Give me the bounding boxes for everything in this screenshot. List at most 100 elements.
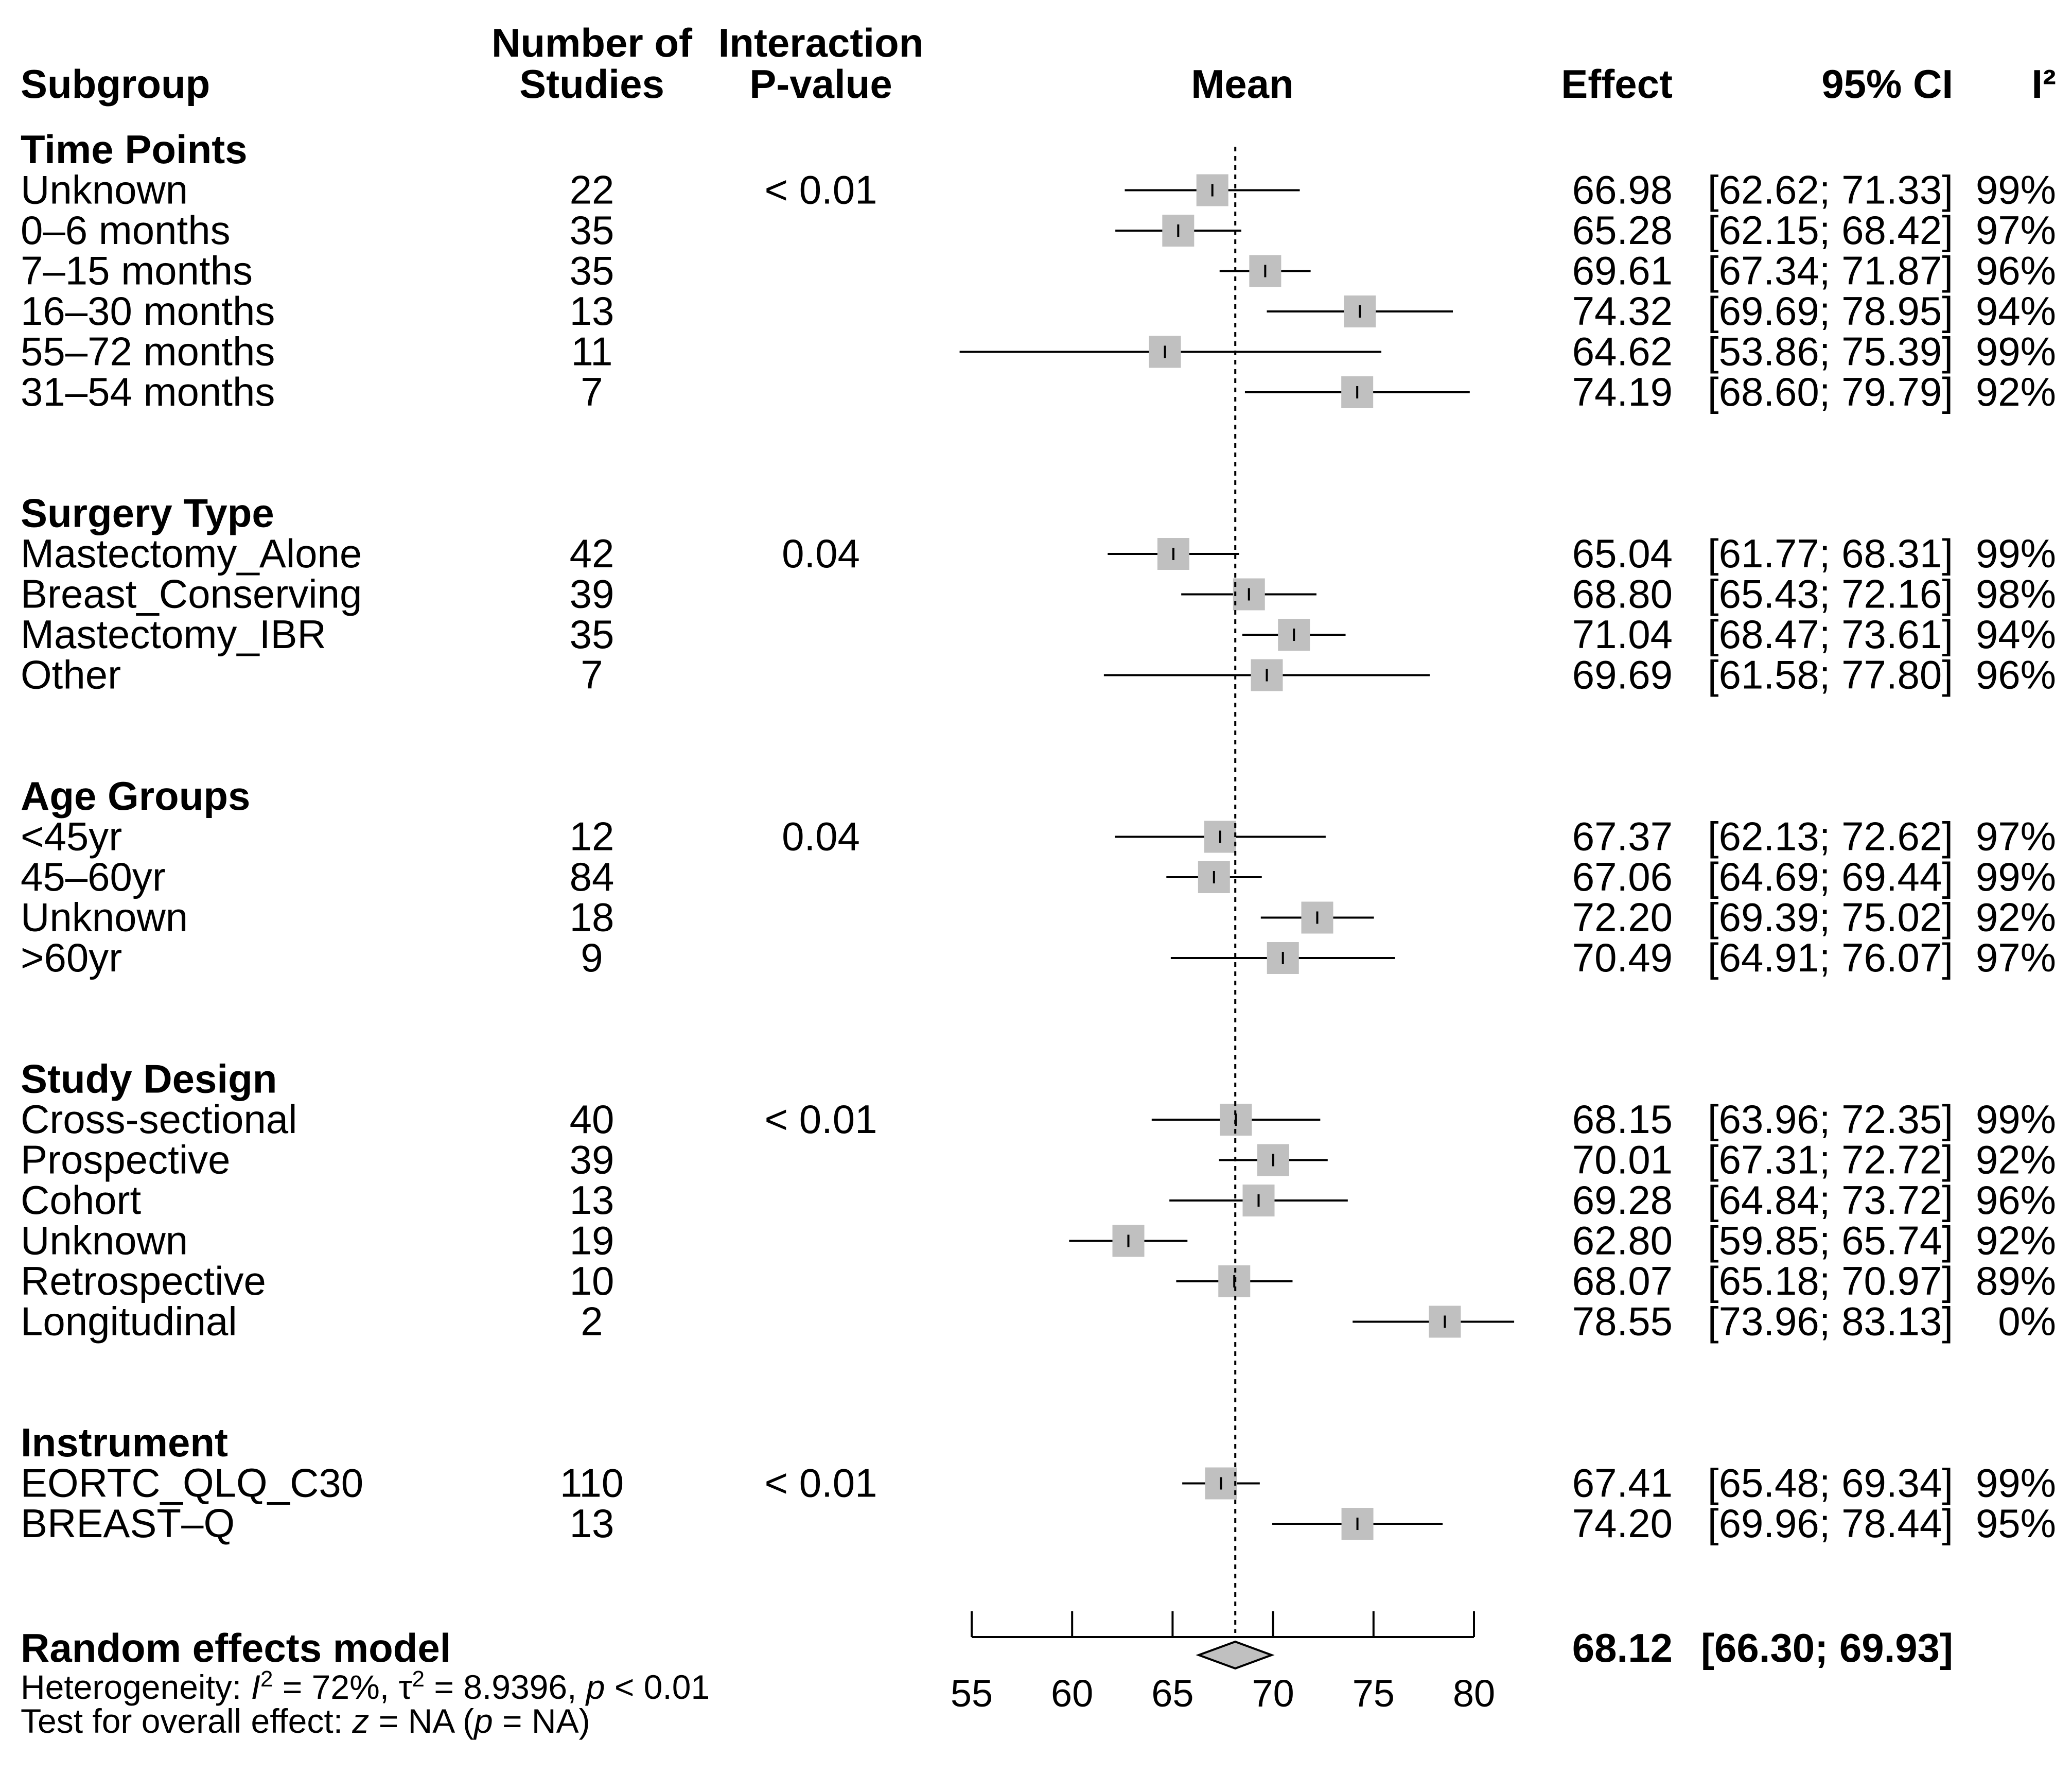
group-pvalue: < 0.01 (764, 1460, 877, 1506)
header-mean: Mean (1191, 61, 1293, 107)
row-ci: [73.96; 83.13] (1708, 1299, 1953, 1344)
row-label: 7–15 months (21, 248, 253, 293)
row-i2: 92% (1976, 1218, 2056, 1263)
row-ci: [67.31; 72.72] (1708, 1137, 1953, 1182)
row-label: Prospective (21, 1137, 231, 1182)
row-studies: 35 (570, 612, 614, 657)
row-studies: 2 (581, 1299, 603, 1344)
row-ci: [65.43; 72.16] (1708, 571, 1953, 617)
column-headers: Subgroup Number of Studies Interaction P… (21, 20, 2056, 107)
row-ci: [65.48; 69.34] (1708, 1460, 1953, 1506)
group-pvalue: 0.04 (782, 814, 860, 859)
row-label: 55–72 months (21, 329, 275, 374)
row-label: Mastectomy_Alone (21, 531, 362, 576)
row-studies: 19 (570, 1218, 614, 1263)
row-ci: [65.18; 70.97] (1708, 1258, 1953, 1303)
row-studies: 7 (581, 652, 603, 698)
row-label: <45yr (21, 814, 122, 859)
row-studies: 13 (570, 1177, 614, 1223)
row-ci: [64.91; 76.07] (1708, 935, 1953, 980)
row-effect: 72.20 (1572, 895, 1673, 940)
group-title: Age Groups (21, 773, 250, 819)
row-effect: 69.69 (1572, 652, 1673, 698)
summary-effect: 68.12 (1572, 1625, 1673, 1670)
row-effect: 74.19 (1572, 369, 1673, 414)
row-effect: 64.62 (1572, 329, 1673, 374)
row-effect: 78.55 (1572, 1299, 1673, 1344)
row-i2: 97% (1976, 935, 2056, 980)
row-label: EORTC_QLQ_C30 (21, 1460, 363, 1506)
row-effect: 71.04 (1572, 612, 1673, 657)
header-effect: Effect (1561, 61, 1673, 107)
row-studies: 35 (570, 248, 614, 293)
row-label: Other (21, 652, 121, 698)
row-label: Retrospective (21, 1258, 266, 1303)
row-ci: [69.39; 75.02] (1708, 895, 1953, 940)
row-i2: 89% (1976, 1258, 2056, 1303)
row-label: Unknown (21, 167, 188, 213)
row-i2: 99% (1976, 1097, 2056, 1142)
row-ci: [69.69; 78.95] (1708, 288, 1953, 334)
row-i2: 97% (1976, 814, 2056, 859)
row-i2: 94% (1976, 288, 2056, 334)
row-effect: 67.41 (1572, 1460, 1673, 1506)
row-effect: 65.04 (1572, 531, 1673, 576)
header-pvalue-line1: Interaction (718, 20, 924, 65)
header-ci: 95% CI (1821, 61, 1953, 107)
row-effect: 70.49 (1572, 935, 1673, 980)
x-tick-label: 80 (1453, 1672, 1495, 1715)
heterogeneity-text: Heterogeneity: I2 = 72%, τ2 = 8.9396, p … (21, 1666, 710, 1707)
row-i2: 0% (1998, 1299, 2056, 1344)
row-ci: [61.58; 77.80] (1708, 652, 1953, 698)
row-studies: 84 (570, 854, 614, 899)
row-i2: 94% (1976, 612, 2056, 657)
row-i2: 99% (1976, 854, 2056, 899)
row-ci: [68.47; 73.61] (1708, 612, 1953, 657)
row-i2: 99% (1976, 167, 2056, 213)
row-studies: 13 (570, 1501, 614, 1546)
group-title: Study Design (21, 1056, 277, 1102)
row-effect: 66.98 (1572, 167, 1673, 213)
row-studies: 10 (570, 1258, 614, 1303)
summary-diamond (1196, 1640, 1275, 1670)
row-label: 45–60yr (21, 854, 166, 899)
row-ci: [63.96; 72.35] (1708, 1097, 1953, 1142)
row-ci: [62.62; 71.33] (1708, 167, 1953, 213)
row-label: Longitudinal (21, 1299, 237, 1344)
row-label: BREAST–Q (21, 1501, 235, 1546)
group-pvalue: < 0.01 (764, 1097, 877, 1142)
forest-marks: 55 60 65 70 75 80 (951, 147, 1515, 1715)
row-label: 31–54 months (21, 369, 275, 414)
x-tick-label: 55 (951, 1672, 993, 1715)
row-ci: [53.86; 75.39] (1708, 329, 1953, 374)
row-studies: 39 (570, 571, 614, 617)
row-effect: 74.32 (1572, 288, 1673, 334)
group-pvalue: 0.04 (782, 531, 860, 576)
x-tick-label: 75 (1353, 1672, 1395, 1715)
row-ci: [59.85; 65.74] (1708, 1218, 1953, 1263)
row-label: 16–30 months (21, 288, 275, 334)
header-studies-line2: Studies (519, 61, 664, 107)
row-effect: 68.07 (1572, 1258, 1673, 1303)
x-tick-label: 70 (1252, 1672, 1294, 1715)
row-ci: [64.69; 69.44] (1708, 854, 1953, 899)
row-i2: 97% (1976, 207, 2056, 253)
row-ci: [69.96; 78.44] (1708, 1501, 1953, 1546)
header-pvalue-line2: P-value (749, 61, 892, 107)
row-label: Mastectomy_IBR (21, 612, 326, 657)
group-title: Surgery Type (21, 491, 274, 536)
group-title: Time Points (21, 127, 248, 172)
row-i2: 92% (1976, 1137, 2056, 1182)
row-label: Breast_Conserving (21, 571, 362, 617)
row-effect: 65.28 (1572, 207, 1673, 253)
summary-block: Random effects model 68.12 [66.30; 69.93… (21, 1625, 1953, 1740)
row-studies: 9 (581, 935, 603, 980)
row-ci: [67.34; 71.87] (1708, 248, 1953, 293)
row-ci: [64.84; 73.72] (1708, 1177, 1953, 1223)
row-label: >60yr (21, 935, 122, 980)
row-label: Cross-sectional (21, 1097, 297, 1142)
summary-ci: [66.30; 69.93] (1701, 1625, 1953, 1670)
row-studies: 39 (570, 1137, 614, 1182)
row-ci: [62.15; 68.42] (1708, 207, 1953, 253)
